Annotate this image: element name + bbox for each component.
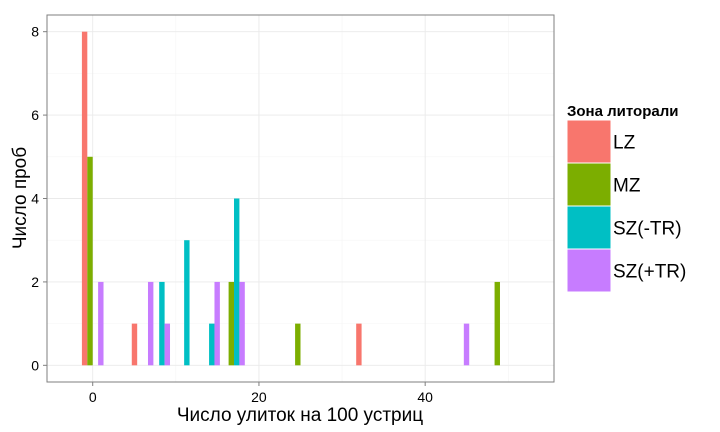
legend-title: Зона литорали bbox=[567, 103, 678, 120]
bar-mz bbox=[494, 281, 500, 366]
y-tick-label: 8 bbox=[31, 24, 39, 40]
legend-key bbox=[566, 119, 612, 164]
x-tick-label: 20 bbox=[251, 389, 267, 405]
x-tick-label: 40 bbox=[417, 389, 433, 405]
x-tick-label: 0 bbox=[89, 389, 97, 405]
legend-label: SZ(-TR) bbox=[613, 219, 682, 240]
x-axis: 0 20 40 bbox=[89, 382, 433, 405]
y-tick-label: 4 bbox=[31, 191, 39, 207]
bar-sz-tr bbox=[98, 281, 104, 366]
bar-sz-tr bbox=[209, 323, 215, 366]
bar-sz-tr bbox=[463, 323, 470, 366]
legend-key bbox=[566, 162, 612, 207]
legend-label: MZ bbox=[613, 176, 641, 197]
y-axis-title: Число проб bbox=[10, 147, 31, 249]
bar-sz-tr bbox=[184, 240, 190, 366]
bars bbox=[81, 31, 500, 366]
y-axis: 0 2 4 6 8 bbox=[31, 24, 47, 373]
y-tick-label: 0 bbox=[31, 357, 39, 373]
bar-sz-tr bbox=[164, 323, 171, 366]
bar-sz-tr bbox=[159, 281, 165, 366]
y-tick-label: 6 bbox=[31, 107, 39, 123]
bar-sz-tr bbox=[214, 281, 220, 366]
legend: Зона литорали LZ MZ SZ(-TR) SZ(+TR) bbox=[566, 103, 686, 293]
bar-lz bbox=[131, 323, 138, 366]
legend-label: LZ bbox=[613, 133, 636, 154]
bar-sz-tr bbox=[147, 281, 154, 366]
bar-sz-tr bbox=[239, 281, 245, 366]
bar-lz bbox=[81, 31, 88, 366]
bar-lz bbox=[356, 323, 362, 366]
x-axis-title: Число улиток на 100 устриц bbox=[177, 405, 423, 426]
y-tick-label: 2 bbox=[31, 274, 39, 290]
legend-key bbox=[566, 248, 612, 293]
bar-sz-tr bbox=[234, 198, 240, 366]
legend-label: SZ(+TR) bbox=[613, 262, 686, 283]
legend-key bbox=[566, 205, 612, 250]
bar-mz bbox=[87, 156, 93, 366]
bar-mz bbox=[295, 323, 301, 366]
bar-mz bbox=[228, 281, 235, 366]
